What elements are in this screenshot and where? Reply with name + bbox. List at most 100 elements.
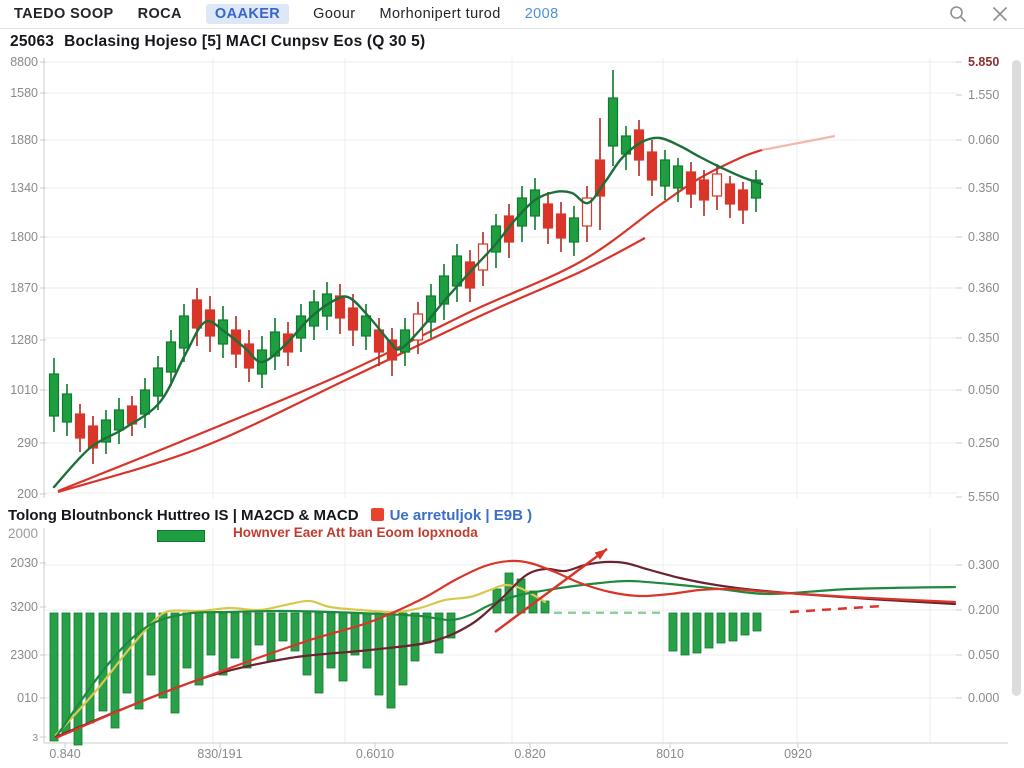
macd-histogram-bar (362, 612, 372, 669)
macd-histogram-bar (146, 612, 156, 676)
macd-histogram-bar (516, 578, 526, 614)
toolbar-tab-5[interactable]: 2008 (524, 6, 559, 22)
macd-baseline-mark (554, 611, 562, 614)
candle-body (178, 315, 190, 349)
macd-histogram-bar (194, 612, 204, 686)
macd-histogram-bar (374, 612, 384, 696)
macd-histogram-bar (434, 612, 444, 654)
macd-legend-red-text: Hownver Eaer Att ban Eoom Iopxnoda (233, 525, 478, 540)
candle-body (633, 129, 645, 161)
axis-label: 1010 (10, 383, 38, 397)
toolbar-tab-1[interactable]: ROCA (137, 6, 182, 22)
axis-label: 5.850 (968, 55, 999, 69)
macd-histogram-bar (728, 612, 738, 642)
candle-body (61, 393, 73, 423)
axis-label: 8800 (10, 55, 38, 69)
macd-histogram-bar (110, 612, 120, 729)
candle-body (698, 179, 710, 201)
axis-label: 0.050 (968, 648, 999, 662)
axis-label: 1880 (10, 133, 38, 147)
axis-label: 830/191 (197, 747, 242, 761)
macd-histogram-bar (254, 612, 264, 646)
macd-histogram-bar (398, 612, 408, 686)
axis-label: 8010 (656, 747, 684, 761)
vertical-scrollbar[interactable] (1012, 60, 1021, 696)
macd-histogram-bar (446, 612, 456, 639)
axis-label: 1580 (10, 86, 38, 100)
toolbar-tab-4[interactable]: Morhonipert turod (379, 6, 501, 22)
axis-label: 0.6010 (356, 747, 394, 761)
macd-histogram-bar (218, 612, 228, 676)
candle-body (425, 295, 437, 323)
axis-label: 0.820 (514, 747, 545, 761)
candle-body (438, 275, 450, 305)
candle-body (711, 173, 723, 197)
candle-body (594, 159, 606, 197)
candle-body (74, 413, 86, 439)
axis-label: 0.200 (968, 603, 999, 617)
toolbar-tabs: TAEDO SOOP ROCA OAAKER Goour Morhonipert tur… (14, 4, 559, 24)
axis-label: 0.300 (968, 558, 999, 572)
macd-histogram-bar (492, 588, 502, 614)
axis-label: 3200 (10, 600, 38, 614)
candle-body (451, 255, 463, 287)
axis-label: 0.380 (968, 230, 999, 244)
axis-label: 0920 (784, 747, 812, 761)
candle-body (555, 213, 567, 239)
macd-histogram-bar (85, 612, 95, 724)
macd-histogram-bar (326, 612, 336, 669)
macd-histogram-bar (680, 612, 690, 656)
macd-histogram-bar (170, 612, 180, 714)
price-chart-title-number: 25063 (10, 33, 55, 50)
candle-body (503, 215, 515, 243)
macd-histogram-bar (302, 612, 312, 676)
macd-histogram-bar (49, 612, 59, 742)
toolbar-tab-0[interactable]: TAEDO SOOP (14, 6, 114, 22)
search-icon[interactable] (948, 4, 968, 24)
candle-body (386, 339, 398, 361)
axis-label: 0.840 (49, 747, 80, 761)
candle-body (48, 373, 60, 417)
macd-line-green (54, 579, 957, 739)
toolbar-tab-2[interactable]: OAAKER (205, 4, 290, 24)
candle-body (334, 295, 346, 319)
macd-red-dashes (789, 604, 883, 614)
candle-body (750, 179, 762, 199)
candle-body (256, 349, 268, 375)
axis-label: 0.360 (968, 281, 999, 295)
candle-body (113, 409, 125, 431)
candle-body (204, 309, 216, 337)
macd-histogram-bar (134, 612, 144, 710)
axis-label: 290 (17, 436, 38, 450)
candle-body (139, 389, 151, 415)
macd-arrow-line (494, 547, 608, 634)
candle-body (516, 197, 528, 227)
candle-body (217, 319, 229, 345)
macd-histogram-bar (740, 612, 750, 636)
axis-label: 200 (17, 487, 38, 501)
close-icon[interactable] (990, 4, 1010, 24)
axis-label: 2300 (10, 648, 38, 662)
axis-label: 1870 (10, 281, 38, 295)
trendline-upper-faint (761, 134, 836, 152)
candle-body (100, 419, 112, 443)
macd-histogram-bar (182, 612, 192, 669)
macd-legend-blue: Ue arretuljok | E9B ) (389, 507, 533, 524)
candle-body (607, 97, 619, 147)
trendline-upper (57, 148, 763, 493)
macd-histogram-bar (122, 612, 132, 694)
axis-label: 0.000 (968, 691, 999, 705)
macd-baseline-mark (582, 611, 590, 614)
macd-histogram-bar (230, 612, 240, 659)
candle-body (295, 315, 307, 339)
macd-line-yellow (54, 583, 547, 737)
axis-label: 0.050 (968, 383, 999, 397)
candle-body (126, 405, 138, 425)
macd-histogram-bar (266, 612, 276, 662)
candle-body (464, 261, 476, 289)
macd-chart-title: Tolong Bloutnbonck Huttreo IS | MA2CD & … (8, 507, 532, 524)
toolbar-tab-3[interactable]: Goour (313, 6, 356, 22)
macd-histogram-bar (422, 612, 432, 644)
macd-histogram-bar (350, 612, 360, 656)
candle-body (568, 217, 580, 243)
